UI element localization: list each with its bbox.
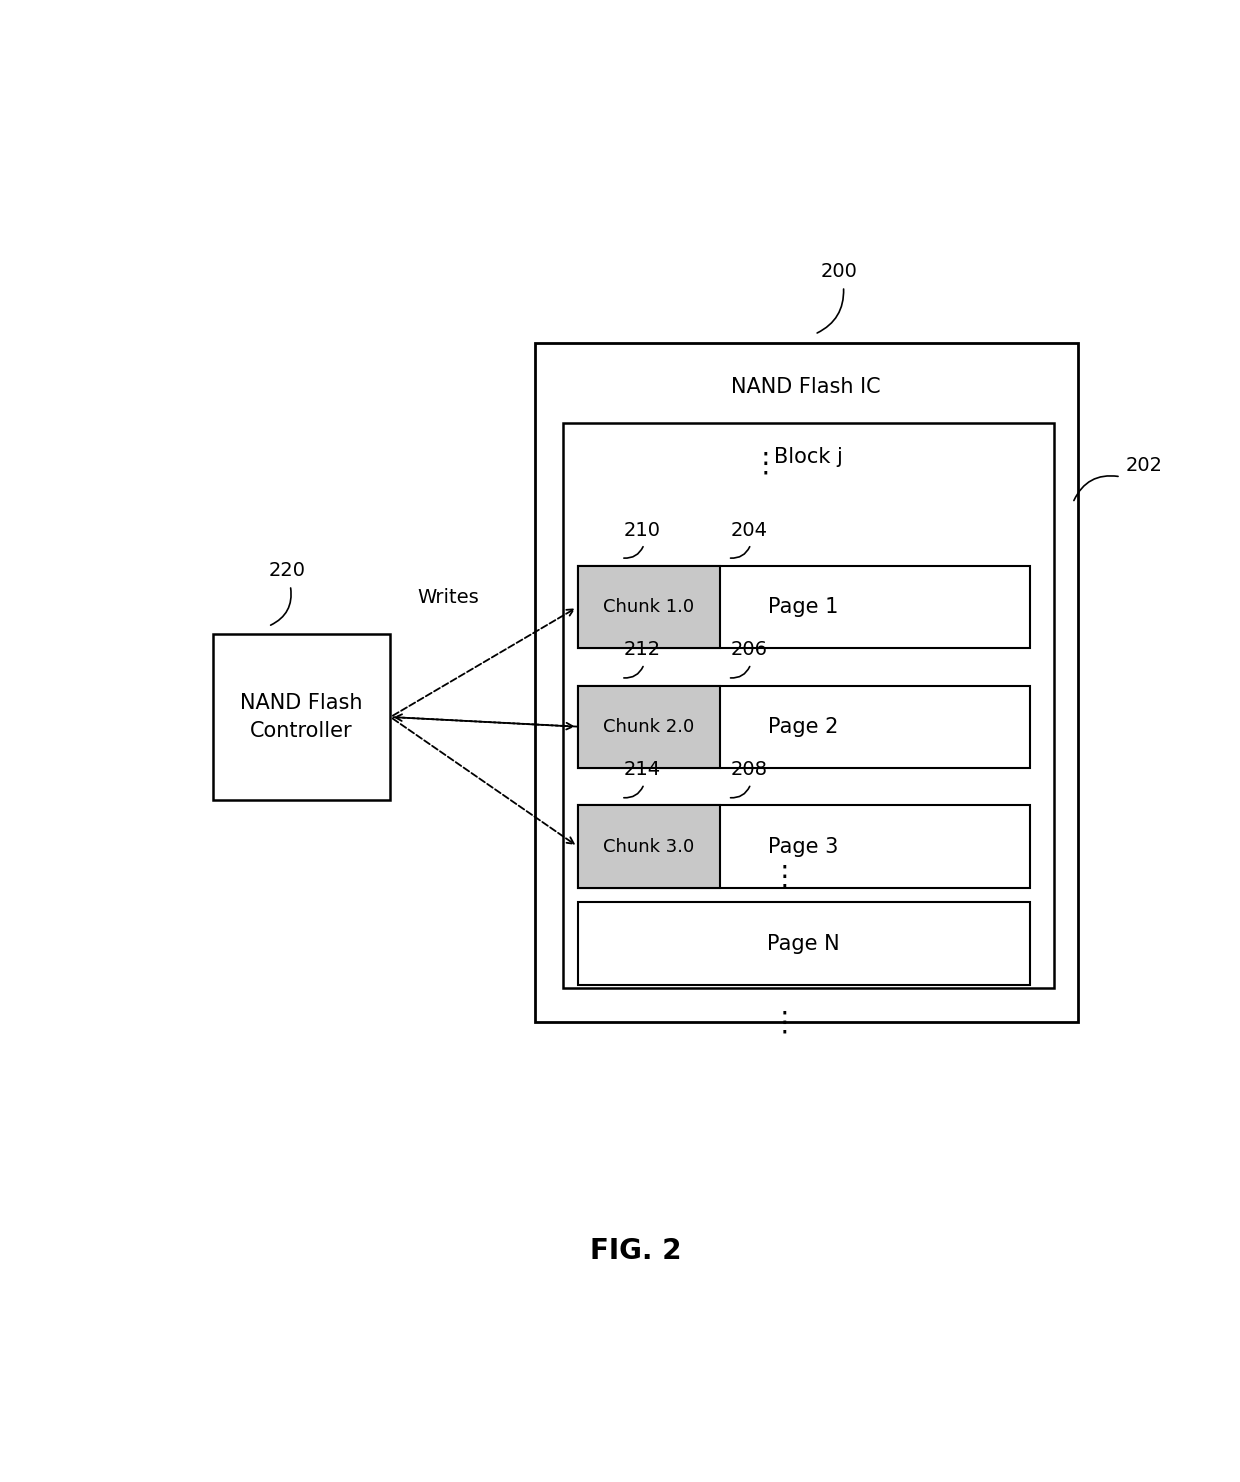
Bar	[578, 903, 1029, 984]
Text: ⋮: ⋮	[751, 449, 779, 477]
Bar	[578, 806, 720, 888]
Text: Chunk 2.0: Chunk 2.0	[604, 717, 694, 735]
Text: FIG. 2: FIG. 2	[590, 1236, 681, 1264]
Bar	[578, 686, 720, 768]
Text: 210: 210	[624, 520, 661, 539]
Text: Writes: Writes	[417, 588, 479, 608]
Bar	[578, 806, 1029, 888]
Text: 208: 208	[730, 760, 768, 780]
Bar	[578, 566, 1029, 648]
Text: ⋮: ⋮	[770, 863, 799, 891]
Text: Block j: Block j	[774, 448, 843, 467]
Bar	[578, 566, 720, 648]
Text: 200: 200	[820, 261, 857, 280]
Text: 212: 212	[624, 640, 661, 659]
Text: Chunk 3.0: Chunk 3.0	[604, 837, 694, 855]
Bar	[213, 634, 391, 800]
Text: 204: 204	[730, 520, 768, 539]
Text: NAND Flash
Controller: NAND Flash Controller	[241, 694, 363, 741]
Bar	[578, 686, 1029, 768]
Text: 206: 206	[730, 640, 768, 659]
Text: Page 2: Page 2	[769, 717, 839, 737]
Text: 214: 214	[624, 760, 661, 780]
Bar	[563, 424, 1054, 988]
Text: 220: 220	[269, 560, 306, 579]
Text: ⋮: ⋮	[770, 1008, 799, 1036]
Text: 202: 202	[1126, 455, 1163, 474]
Text: Page 1: Page 1	[769, 597, 839, 617]
Text: Page 3: Page 3	[769, 836, 839, 857]
Text: Chunk 1.0: Chunk 1.0	[604, 597, 694, 617]
Text: NAND Flash IC: NAND Flash IC	[732, 376, 880, 397]
Bar	[534, 344, 1078, 1023]
Text: Page N: Page N	[768, 934, 839, 953]
